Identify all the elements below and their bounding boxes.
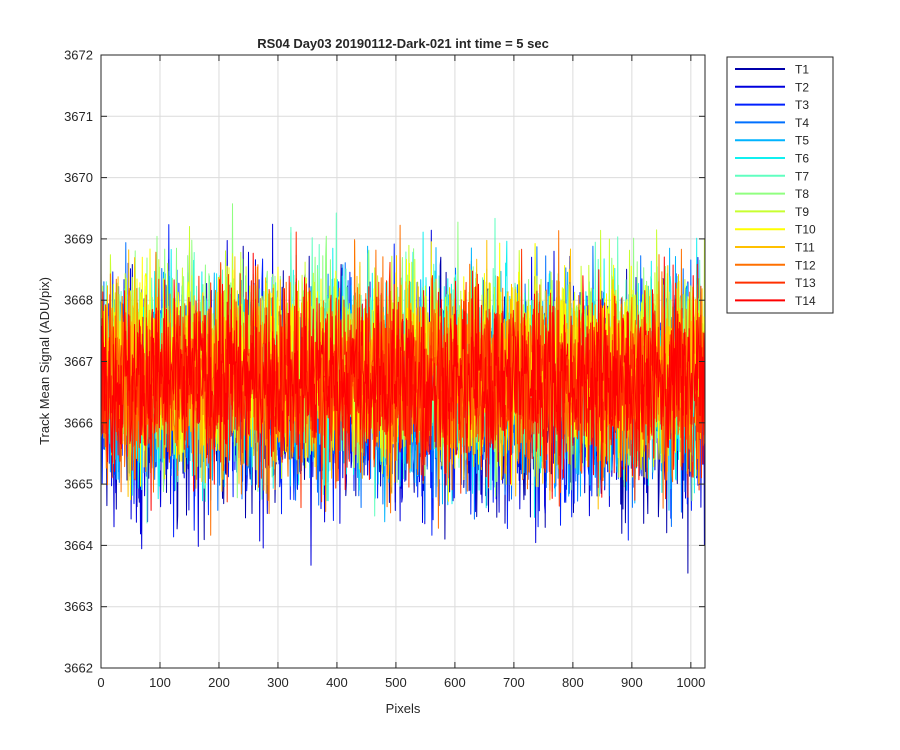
y-tick-label: 3670 xyxy=(64,170,93,185)
series-line-T13 xyxy=(100,231,706,509)
y-tick-label: 3665 xyxy=(64,477,93,492)
x-tick-label: 1000 xyxy=(676,675,705,690)
legend-label-T7: T7 xyxy=(795,169,809,183)
x-tick-label: 900 xyxy=(621,675,643,690)
legend-label-T8: T8 xyxy=(795,187,809,201)
series-layer xyxy=(100,203,706,574)
x-tick-label: 800 xyxy=(562,675,584,690)
x-axis-label: Pixels xyxy=(386,701,421,716)
legend-label-T14: T14 xyxy=(795,294,816,308)
y-tick-label: 3672 xyxy=(64,48,93,63)
y-tick-label: 3662 xyxy=(64,661,93,676)
legend: T1 T2 T3 T4 T5 T6 T7 T8 T9 T10 T11 T12 T13 T14 xyxy=(726,56,834,314)
legend-label-T3: T3 xyxy=(795,98,809,112)
legend-label-T12: T12 xyxy=(795,258,816,272)
x-tick-label: 200 xyxy=(208,675,230,690)
y-tick-label: 3666 xyxy=(64,415,93,430)
legend-label-T1: T1 xyxy=(795,63,809,77)
y-tick-label: 3669 xyxy=(64,231,93,246)
x-tick-label: 500 xyxy=(385,675,407,690)
legend-box xyxy=(726,56,834,314)
y-tick-label: 3671 xyxy=(64,109,93,124)
legend-label-T2: T2 xyxy=(795,80,809,94)
x-tick-label: 700 xyxy=(503,675,525,690)
legend-label-T13: T13 xyxy=(795,276,816,290)
x-tick-label: 400 xyxy=(326,675,348,690)
ticks: 0 100 200 300 400 500 600 700 800 900 1000 3662 3663… xyxy=(64,48,705,691)
y-tick-label: 3664 xyxy=(64,538,93,553)
legend-label-T10: T10 xyxy=(795,223,816,237)
y-tick-label: 3668 xyxy=(64,293,93,308)
y-axis-label: Track Mean Signal (ADU/pix) xyxy=(37,277,52,445)
legend-label-T9: T9 xyxy=(795,205,809,219)
x-tick-label: 0 xyxy=(97,675,104,690)
y-tick-label: 3663 xyxy=(64,599,93,614)
legend-label-T6: T6 xyxy=(795,152,809,166)
x-tick-label: 300 xyxy=(267,675,289,690)
series-line-T14 xyxy=(100,252,706,511)
x-tick-label: 600 xyxy=(444,675,466,690)
x-tick-label: 100 xyxy=(149,675,171,690)
legend-label-T5: T5 xyxy=(795,134,809,148)
legend-label-T4: T4 xyxy=(795,116,809,130)
chart-title: RS04 Day03 20190112-Dark-021 int time = … xyxy=(257,36,549,51)
legend-label-T11: T11 xyxy=(795,241,815,255)
y-tick-label: 3667 xyxy=(64,354,93,369)
